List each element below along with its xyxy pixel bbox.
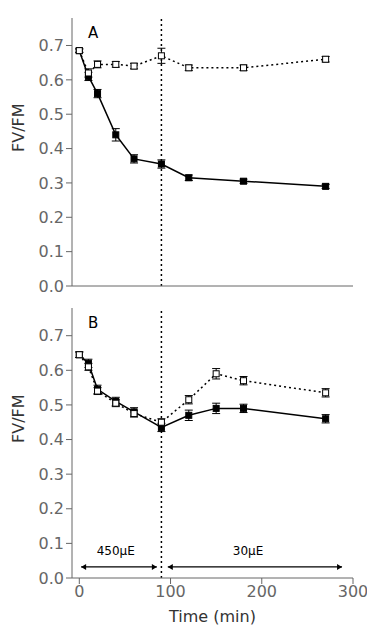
svg-text:0.3: 0.3 [39,174,64,193]
html-text:B: B [88,314,99,332]
svg-text:0.3: 0.3 [39,465,64,484]
svg-text:0.1: 0.1 [39,242,64,261]
svg-text:FV/FM: FV/FM [9,394,28,443]
svg-text:0.0: 0.0 [39,277,64,296]
svg-text:0.6: 0.6 [39,71,64,90]
svg-text:200: 200 [246,582,277,601]
svg-text:300: 300 [338,582,367,601]
svg-text:0.7: 0.7 [39,36,64,55]
svg-text:0.5: 0.5 [39,396,64,415]
svg-text:0.2: 0.2 [39,208,64,227]
svg-text:0.4: 0.4 [39,430,64,449]
svg-text:0.1: 0.1 [39,534,64,553]
svg-text:0.0: 0.0 [39,569,64,588]
svg-text:100: 100 [155,582,186,601]
svg-text:Time (min): Time (min) [168,607,256,626]
svg-text:0.5: 0.5 [39,105,64,124]
svg-text:0: 0 [74,582,84,601]
svg-text:0.6: 0.6 [39,361,64,380]
svg-text:30μE: 30μE [233,544,264,558]
svg-text:450μE: 450μE [97,544,135,558]
svg-text:0.2: 0.2 [39,499,64,518]
svg-text:FV/FM: FV/FM [9,103,28,152]
svg-text:0.4: 0.4 [39,139,64,158]
html-text:A: A [88,24,99,42]
svg-text:0.7: 0.7 [39,326,64,345]
